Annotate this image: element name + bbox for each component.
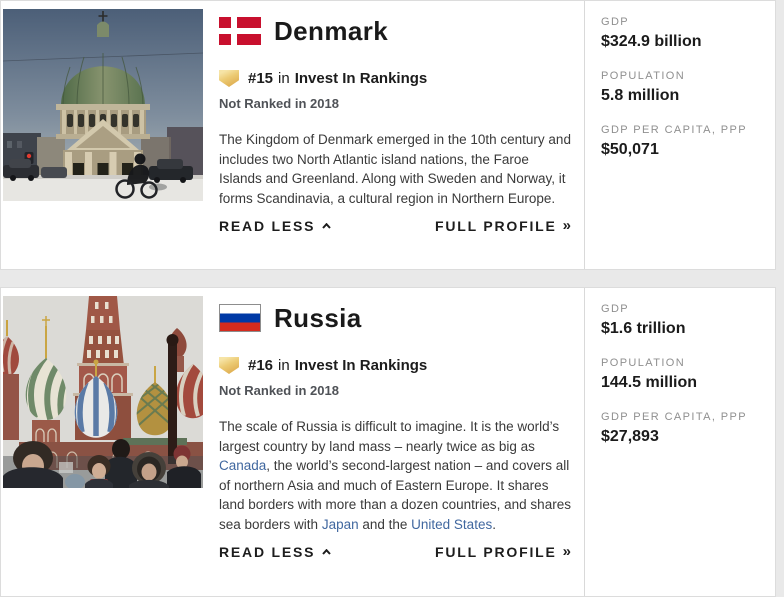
rank-number: #16 <box>248 357 274 374</box>
denmark-flag-icon <box>219 17 261 45</box>
card-header: Denmark <box>219 16 571 46</box>
rank-row: #15 in Invest In Rankings <box>219 70 571 87</box>
stat-label: POPULATION <box>601 70 686 82</box>
rank-row: #16 in Invest In Rankings <box>219 357 571 374</box>
previous-rank: Not Ranked in 2018 <box>219 96 339 111</box>
stat-label: GDP PER CAPITA, PPP <box>601 411 748 423</box>
stat-gdp-per-capita: GDP PER CAPITA, PPP $27,893 <box>601 411 771 446</box>
rank-list-name: Invest In Rankings <box>294 70 428 87</box>
stat-label: GDP PER CAPITA, PPP <box>601 124 748 136</box>
full-profile-label: FULL PROFILE <box>434 217 557 234</box>
card-header: Russia <box>219 303 571 333</box>
previous-rank: Not Ranked in 2018 <box>219 383 339 398</box>
stat-value: $50,071 <box>601 141 659 158</box>
read-less-label: READ LESS <box>219 543 316 560</box>
stat-label: GDP <box>601 303 630 315</box>
vertical-divider <box>584 288 585 596</box>
denmark-photo <box>3 9 203 201</box>
stats-panel: GDP $324.9 billion POPULATION 5.8 millio… <box>601 16 771 178</box>
country-inline-link[interactable]: Japan <box>321 516 359 532</box>
chevron-up-icon <box>322 548 332 555</box>
double-angle-right-icon: » <box>562 217 571 234</box>
st-basils-cathedral-illustration <box>3 296 203 488</box>
country-name: Denmark <box>274 16 389 46</box>
double-angle-right-icon: » <box>562 543 571 560</box>
stat-value: 144.5 million <box>601 374 698 391</box>
read-less-label: READ LESS <box>219 217 316 234</box>
full-profile-link[interactable]: FULL PROFILE » <box>435 217 571 234</box>
chevron-up-icon <box>322 222 332 229</box>
rank-list-name: Invest In Rankings <box>294 357 428 374</box>
stat-value: $324.9 billion <box>601 33 702 50</box>
rank-connector: in <box>278 357 290 374</box>
stat-value: 5.8 million <box>601 87 680 104</box>
rank-connector: in <box>278 70 290 87</box>
stat-label: GDP <box>601 16 630 28</box>
stats-panel: GDP $1.6 trillion POPULATION 144.5 milli… <box>601 303 771 465</box>
vertical-divider <box>584 1 585 269</box>
read-less-link[interactable]: READ LESS <box>219 217 332 234</box>
full-profile-link[interactable]: FULL PROFILE » <box>435 543 571 560</box>
country-card-russia: Russia #16 in Invest In Rankings Not Ran… <box>0 287 776 597</box>
russia-photo <box>3 296 203 488</box>
russia-flag-icon <box>219 304 261 332</box>
full-profile-label: FULL PROFILE <box>434 543 557 560</box>
country-inline-link[interactable]: United States <box>411 516 493 532</box>
stat-gdp-per-capita: GDP PER CAPITA, PPP $50,071 <box>601 124 771 159</box>
stat-value: $1.6 trillion <box>601 320 686 337</box>
country-description: The scale of Russia is difficult to imag… <box>219 419 571 532</box>
stat-population: POPULATION 144.5 million <box>601 357 771 392</box>
country-card-denmark: Denmark #15 in Invest In Rankings Not Ra… <box>0 0 776 270</box>
rank-badge-icon <box>219 70 239 87</box>
stat-label: POPULATION <box>601 357 686 369</box>
stat-value: $27,893 <box>601 428 659 445</box>
country-description: The Kingdom of Denmark emerged in the 10… <box>219 132 571 206</box>
read-less-link[interactable]: READ LESS <box>219 543 332 560</box>
stat-gdp: GDP $1.6 trillion <box>601 303 771 338</box>
frederiks-church-illustration <box>3 9 203 201</box>
country-name: Russia <box>274 303 362 333</box>
country-inline-link[interactable]: Canada <box>219 458 267 473</box>
rank-badge-icon <box>219 357 239 374</box>
stat-gdp: GDP $324.9 billion <box>601 16 771 51</box>
stat-population: POPULATION 5.8 million <box>601 70 771 105</box>
rank-number: #15 <box>248 70 274 87</box>
